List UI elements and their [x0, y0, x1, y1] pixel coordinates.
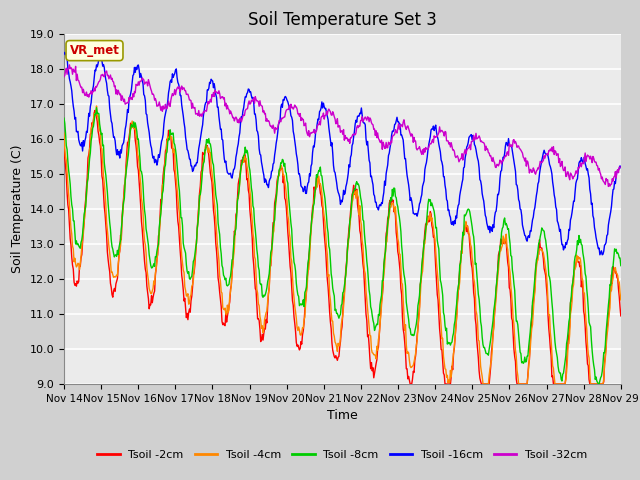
- X-axis label: Time: Time: [327, 409, 358, 422]
- Title: Soil Temperature Set 3: Soil Temperature Set 3: [248, 11, 437, 29]
- Y-axis label: Soil Temperature (C): Soil Temperature (C): [11, 144, 24, 273]
- Legend: Tsoil -2cm, Tsoil -4cm, Tsoil -8cm, Tsoil -16cm, Tsoil -32cm: Tsoil -2cm, Tsoil -4cm, Tsoil -8cm, Tsoi…: [93, 445, 592, 465]
- Text: VR_met: VR_met: [70, 44, 120, 57]
